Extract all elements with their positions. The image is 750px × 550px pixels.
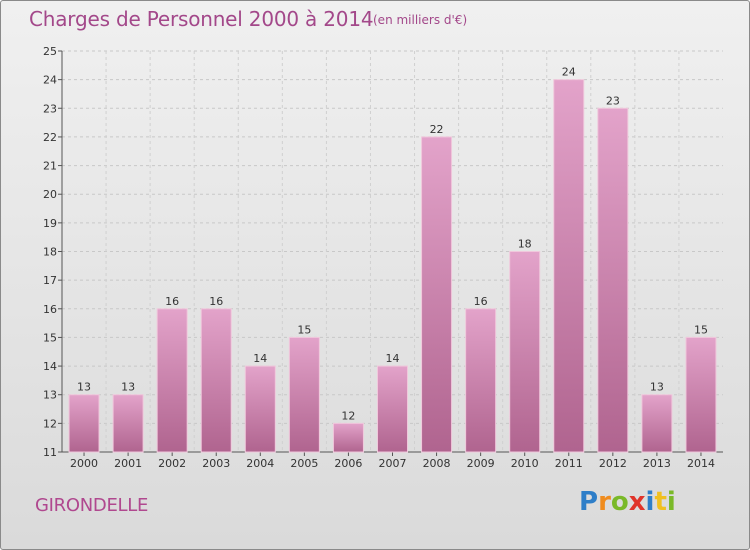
x-tick-label: 2001	[114, 457, 142, 470]
x-tick-label: 2005	[290, 457, 318, 470]
y-tick-label: 11	[43, 446, 57, 459]
x-tick-label: 2010	[511, 457, 539, 470]
data-label: 16	[165, 295, 179, 308]
data-label: 14	[386, 352, 400, 365]
chart-unit-subtitle: (en milliers d'€)	[373, 13, 468, 27]
x-tick-label: 2012	[599, 457, 627, 470]
data-label: 16	[209, 295, 223, 308]
bar	[377, 365, 408, 453]
x-tick-label: 2007	[379, 457, 407, 470]
x-tick-label: 2006	[334, 457, 362, 470]
data-label: 24	[562, 66, 576, 79]
bar	[332, 422, 364, 453]
x-tick-label: 2008	[423, 457, 451, 470]
y-tick-label: 23	[43, 102, 57, 115]
y-tick-label: 24	[43, 74, 57, 87]
bar	[509, 251, 541, 453]
bar	[68, 394, 100, 453]
data-label: 23	[606, 94, 620, 107]
y-tick-label: 22	[43, 131, 57, 144]
data-label: 22	[430, 123, 444, 136]
x-tick-label: 2002	[158, 457, 186, 470]
data-label: 13	[121, 381, 135, 394]
bar	[288, 336, 320, 453]
x-tick-label: 2003	[202, 457, 230, 470]
bar	[200, 308, 232, 453]
proxiti-logo: Proxiti	[579, 487, 676, 517]
commune-name: GIRONDELLE	[35, 495, 149, 516]
x-tick-label: 2000	[70, 457, 98, 470]
data-label: 18	[518, 238, 532, 251]
x-tick-label: 2013	[643, 457, 671, 470]
y-tick-label: 16	[43, 303, 57, 316]
data-label: 13	[650, 381, 664, 394]
bar	[685, 336, 717, 453]
data-label: 13	[77, 381, 91, 394]
bar	[421, 136, 453, 453]
data-label: 12	[341, 409, 355, 422]
bar	[156, 308, 188, 453]
chart-title: Charges de Personnel 2000 à 2014	[29, 7, 374, 31]
x-tick-label: 2004	[246, 457, 274, 470]
data-label: 15	[694, 323, 708, 336]
x-tick-label: 2009	[467, 457, 495, 470]
bar	[641, 394, 673, 453]
bar	[112, 394, 144, 453]
y-tick-label: 19	[43, 217, 57, 230]
bars	[68, 79, 717, 453]
bar	[244, 365, 276, 453]
x-tick-label: 2011	[555, 457, 583, 470]
data-label: 15	[297, 323, 311, 336]
labels: 11 12 13 14 15 16 17 18 19 20 21 22 23 24 25 13 2000 13 20…	[43, 45, 715, 470]
y-tick-label: 13	[43, 389, 57, 402]
data-label: 14	[253, 352, 267, 365]
y-tick-label: 21	[43, 160, 57, 173]
y-tick-label: 25	[43, 45, 57, 58]
bar	[465, 308, 497, 453]
y-tick-label: 20	[43, 188, 57, 201]
y-tick-label: 12	[43, 417, 57, 430]
y-tick-label: 17	[43, 274, 57, 287]
x-tick-label: 2014	[687, 457, 715, 470]
y-tick-label: 18	[43, 246, 57, 259]
bar	[553, 79, 585, 453]
data-label: 16	[474, 295, 488, 308]
y-tick-label: 14	[43, 360, 57, 373]
y-tick-label: 15	[43, 331, 57, 344]
bar	[597, 107, 629, 453]
